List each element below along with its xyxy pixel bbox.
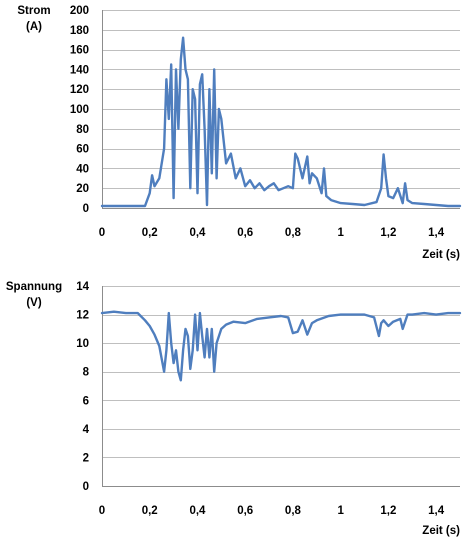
x-tick-label: 0,4 <box>189 505 206 517</box>
x-tick-label: 1,2 <box>380 227 396 239</box>
y-tick-label: 6 <box>83 395 89 407</box>
y-tick-label: 100 <box>70 104 89 116</box>
y-tick-label: 20 <box>76 183 89 195</box>
current-chart: 0 20 40 60 80 100 120 140 160 180 200 0 0,2 0,4 0,6 0,… <box>17 5 462 261</box>
x-tick-label: 1,4 <box>428 505 445 517</box>
y-tick-label: 40 <box>76 163 89 175</box>
x-tick-label: 1 <box>337 227 344 239</box>
y-tick-label: 80 <box>76 124 89 136</box>
x-tick-label: 0,6 <box>237 227 253 239</box>
x-tick-label: 0,2 <box>142 505 158 517</box>
y-axis-title-line2: (A) <box>26 21 42 33</box>
x-tick-label: 0,4 <box>189 227 206 239</box>
y-tick-label: 140 <box>70 64 89 76</box>
y-tick-label: 8 <box>83 367 90 379</box>
x-tick-label: 0,8 <box>285 505 302 517</box>
x-tick-label: 0,8 <box>285 227 302 239</box>
x-tick-label: 1,4 <box>428 227 445 239</box>
y-tick-label: 4 <box>83 424 90 436</box>
series-line <box>100 310 462 382</box>
series-line <box>100 36 462 208</box>
x-tick-label: 1,2 <box>380 505 396 517</box>
y-tick-label: 60 <box>76 144 89 156</box>
x-axis-title: Zeit (s) <box>422 525 460 537</box>
y-tick-label: 14 <box>76 281 89 293</box>
voltage-chart: 0 2 4 6 8 10 12 14 0 0,2 0,4 0,6 0,8 1 1,2 1,4 Spannun… <box>6 281 462 537</box>
x-tick-label: 0,2 <box>142 227 158 239</box>
y-tick-label: 120 <box>70 84 89 96</box>
y-axis-title-line2: (V) <box>26 297 42 309</box>
x-tick-label: 1 <box>337 505 344 517</box>
y-tick-label: 10 <box>76 338 89 350</box>
x-tick-label: 0,6 <box>237 505 253 517</box>
y-tick-label: 2 <box>83 452 89 464</box>
y-axis-title-line1: Spannung <box>6 281 62 293</box>
y-tick-label: 0 <box>83 481 89 493</box>
x-axis-title: Zeit (s) <box>422 249 460 261</box>
y-tick-label: 160 <box>70 45 89 57</box>
y-axis-title-line1: Strom <box>17 5 50 17</box>
y-tick-label: 200 <box>70 5 89 17</box>
x-tick-label: 0 <box>99 227 105 239</box>
y-tick-label: 12 <box>76 310 89 322</box>
y-tick-label: 0 <box>83 203 89 215</box>
y-tick-label: 180 <box>70 25 89 37</box>
x-tick-label: 0 <box>99 505 105 517</box>
